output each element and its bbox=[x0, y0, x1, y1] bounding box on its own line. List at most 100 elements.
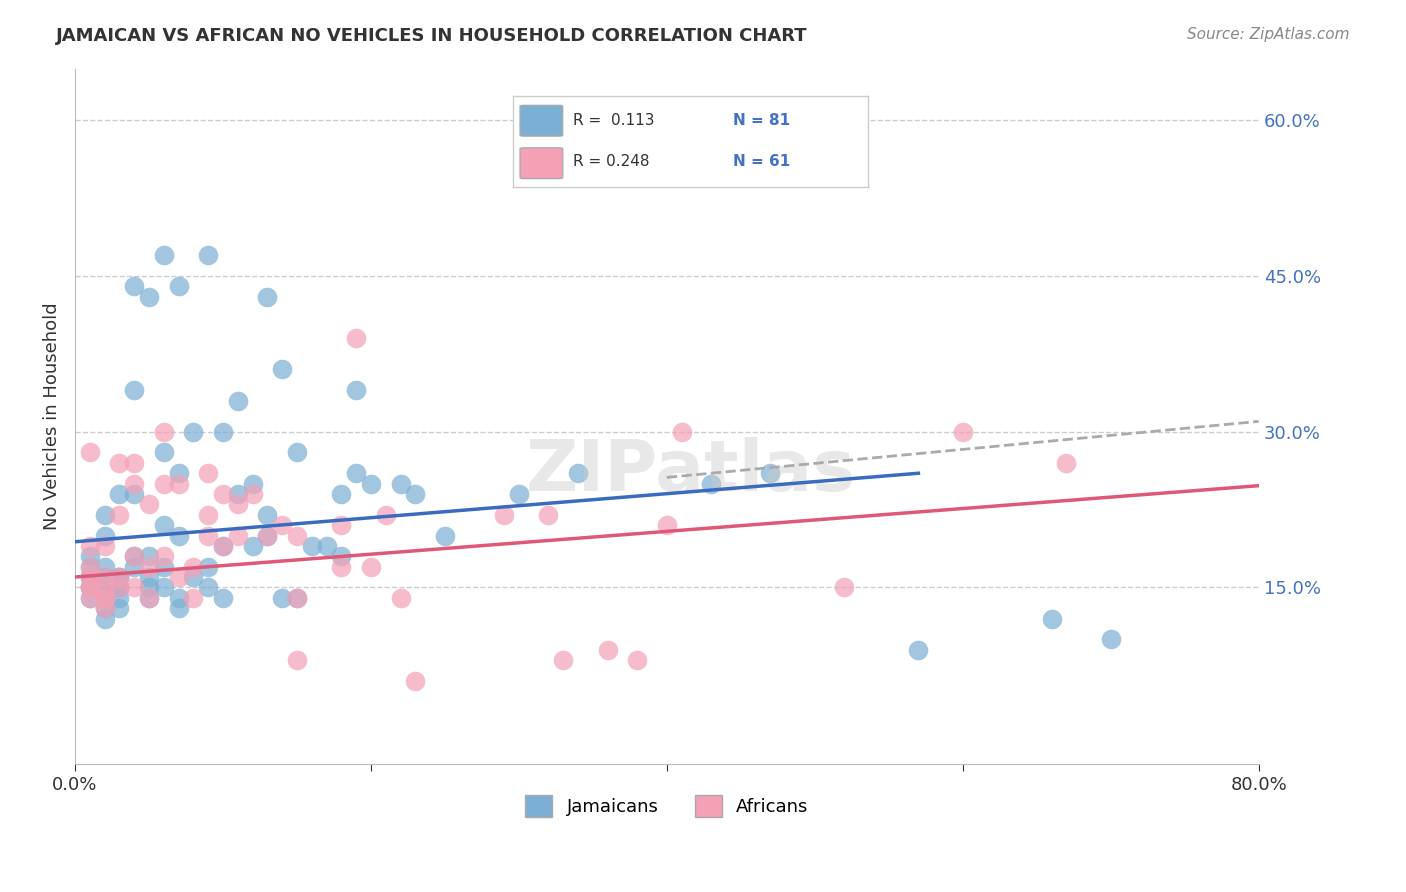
Point bbox=[152, 581, 174, 595]
Point bbox=[242, 476, 264, 491]
Point bbox=[626, 653, 648, 667]
Point bbox=[108, 570, 131, 584]
Point bbox=[1054, 456, 1077, 470]
Text: Source: ZipAtlas.com: Source: ZipAtlas.com bbox=[1187, 27, 1350, 42]
Point bbox=[553, 653, 575, 667]
Point bbox=[344, 467, 367, 481]
Point bbox=[93, 559, 115, 574]
Point bbox=[197, 508, 219, 522]
Point bbox=[167, 528, 190, 542]
Point bbox=[93, 508, 115, 522]
Point bbox=[108, 570, 131, 584]
Point bbox=[93, 539, 115, 553]
Point bbox=[271, 518, 294, 533]
Point bbox=[197, 559, 219, 574]
Point bbox=[122, 279, 145, 293]
Point bbox=[952, 425, 974, 439]
Point bbox=[226, 393, 249, 408]
Point bbox=[138, 581, 160, 595]
Point bbox=[167, 591, 190, 605]
Point bbox=[79, 581, 101, 595]
Point bbox=[79, 591, 101, 605]
Point bbox=[759, 467, 782, 481]
Point bbox=[197, 248, 219, 262]
Point bbox=[389, 476, 412, 491]
Point bbox=[122, 383, 145, 397]
Point bbox=[167, 601, 190, 615]
Point bbox=[152, 518, 174, 533]
Point bbox=[93, 591, 115, 605]
Point bbox=[433, 528, 456, 542]
Point bbox=[212, 539, 235, 553]
Point bbox=[79, 549, 101, 564]
Point bbox=[1099, 632, 1122, 647]
Point bbox=[197, 467, 219, 481]
Point bbox=[567, 467, 589, 481]
Point bbox=[79, 581, 101, 595]
Point bbox=[242, 487, 264, 501]
Point bbox=[374, 508, 396, 522]
Point bbox=[226, 487, 249, 501]
Text: JAMAICAN VS AFRICAN NO VEHICLES IN HOUSEHOLD CORRELATION CHART: JAMAICAN VS AFRICAN NO VEHICLES IN HOUSE… bbox=[56, 27, 808, 45]
Point bbox=[93, 570, 115, 584]
Point bbox=[344, 331, 367, 345]
Point bbox=[138, 591, 160, 605]
Point bbox=[79, 591, 101, 605]
Point bbox=[226, 497, 249, 511]
Point bbox=[93, 528, 115, 542]
Point bbox=[212, 539, 235, 553]
Point bbox=[152, 248, 174, 262]
Point bbox=[138, 497, 160, 511]
Point bbox=[508, 487, 530, 501]
Point bbox=[79, 581, 101, 595]
Point bbox=[256, 508, 278, 522]
Point bbox=[108, 570, 131, 584]
Point bbox=[167, 467, 190, 481]
Point bbox=[330, 549, 353, 564]
Point bbox=[122, 549, 145, 564]
Point bbox=[183, 425, 205, 439]
Point bbox=[183, 591, 205, 605]
Point bbox=[197, 528, 219, 542]
Point bbox=[122, 581, 145, 595]
Point bbox=[93, 591, 115, 605]
Point bbox=[93, 570, 115, 584]
Point bbox=[152, 549, 174, 564]
Point bbox=[108, 601, 131, 615]
Point bbox=[285, 445, 308, 459]
Point bbox=[138, 570, 160, 584]
Point bbox=[108, 591, 131, 605]
Point bbox=[167, 570, 190, 584]
Point bbox=[330, 487, 353, 501]
Y-axis label: No Vehicles in Household: No Vehicles in Household bbox=[44, 302, 60, 530]
Point bbox=[108, 508, 131, 522]
Point bbox=[167, 476, 190, 491]
Point bbox=[256, 290, 278, 304]
Point bbox=[271, 591, 294, 605]
Point bbox=[256, 528, 278, 542]
Point bbox=[494, 508, 516, 522]
Text: ZIPatlas: ZIPatlas bbox=[526, 437, 856, 507]
Point bbox=[79, 559, 101, 574]
Point bbox=[301, 539, 323, 553]
Point bbox=[79, 570, 101, 584]
Point bbox=[404, 487, 426, 501]
Point bbox=[700, 476, 723, 491]
Point bbox=[330, 518, 353, 533]
Point bbox=[93, 591, 115, 605]
Point bbox=[138, 549, 160, 564]
Point bbox=[360, 559, 382, 574]
Point bbox=[655, 518, 678, 533]
Point bbox=[285, 591, 308, 605]
Point bbox=[285, 653, 308, 667]
Point bbox=[183, 559, 205, 574]
Point bbox=[138, 559, 160, 574]
Point bbox=[79, 539, 101, 553]
Point bbox=[122, 559, 145, 574]
Point bbox=[152, 559, 174, 574]
Point bbox=[212, 425, 235, 439]
Point bbox=[122, 476, 145, 491]
Point bbox=[537, 508, 560, 522]
Point bbox=[212, 487, 235, 501]
Point bbox=[212, 591, 235, 605]
